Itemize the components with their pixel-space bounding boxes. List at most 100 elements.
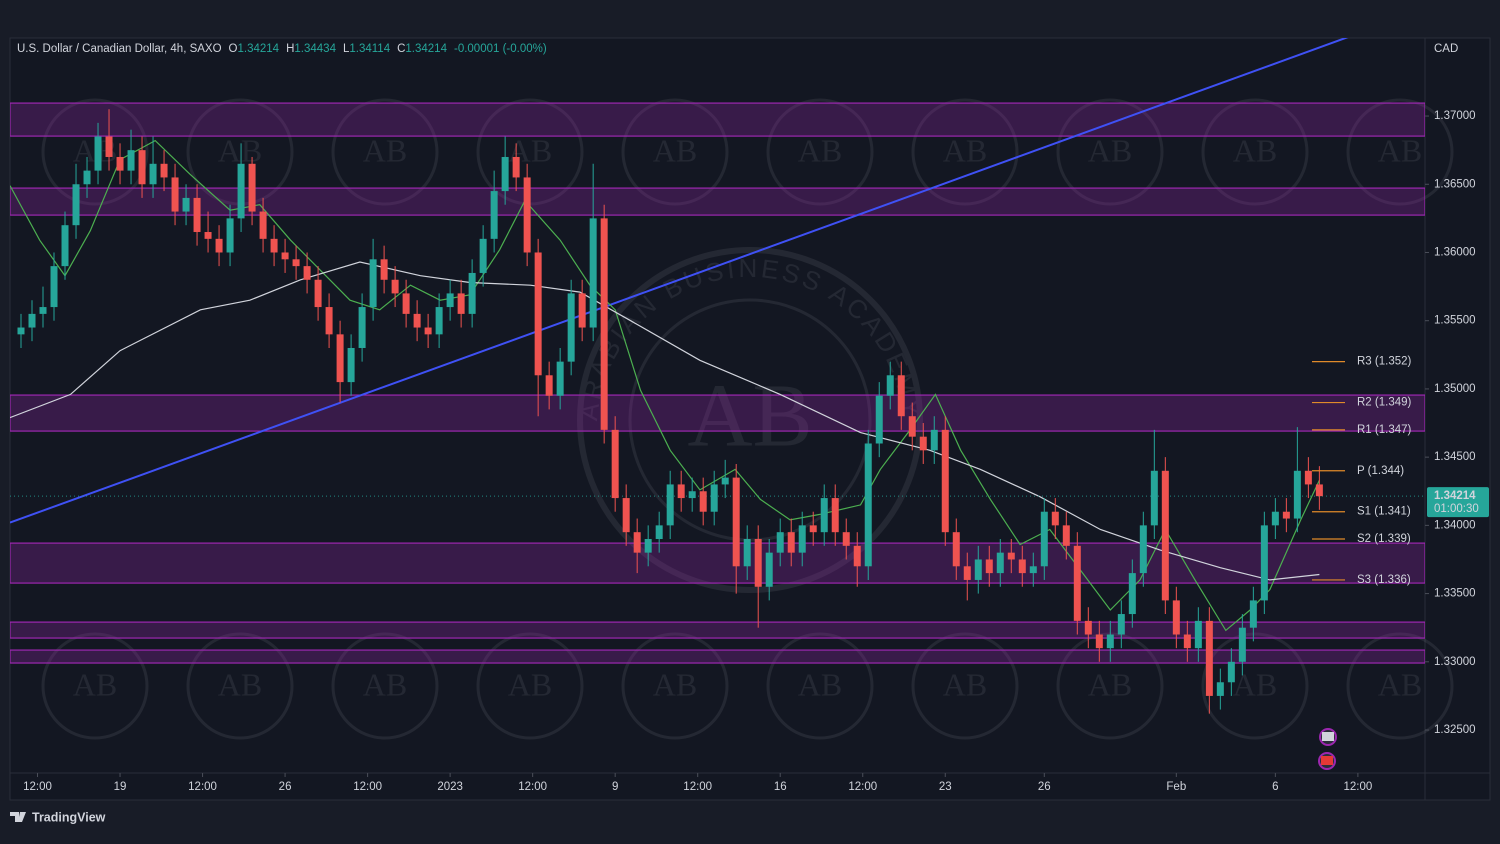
bar-countdown: 01:00:30 <box>1434 503 1479 515</box>
x-tick-label: 12:00 <box>848 781 877 793</box>
y-tick-label: 1.35000 <box>1434 383 1476 395</box>
watermark-badge <box>911 632 1019 740</box>
moving-average <box>10 261 1320 581</box>
candle-body <box>116 156 124 171</box>
candle-body <box>215 238 223 253</box>
candle-body <box>171 177 179 212</box>
watermark-badge <box>621 98 729 206</box>
watermark-badge-logo: AB <box>218 666 262 702</box>
x-tick-label: 26 <box>279 781 292 793</box>
candle-body <box>204 232 212 239</box>
x-tick-label: 16 <box>774 781 787 793</box>
candle-body <box>853 545 861 567</box>
candle-body <box>127 150 135 171</box>
candle-body <box>589 218 597 328</box>
candle-body <box>358 307 366 348</box>
candle-body <box>435 307 443 335</box>
watermark-badge-logo: AB <box>1378 666 1422 702</box>
candle-body <box>1293 470 1301 519</box>
candle-body <box>336 334 344 383</box>
ohlc-key: H <box>286 43 294 55</box>
candle-body <box>952 532 960 567</box>
watermark-badge-logo: AB <box>1233 666 1277 702</box>
candle-body <box>446 293 454 308</box>
x-tick-label: 6 <box>1272 781 1278 793</box>
watermark-badge-logo: AB <box>218 132 262 168</box>
x-tick-label: 19 <box>114 781 127 793</box>
y-axis-unit: CAD <box>1434 43 1458 55</box>
candle-body <box>611 429 619 499</box>
watermark-badge <box>766 632 874 740</box>
candle-body <box>105 136 113 157</box>
x-tick-label: 2023 <box>437 781 463 793</box>
ohlc-key: L <box>343 43 350 55</box>
candle-body <box>1260 525 1268 601</box>
candle-body <box>754 539 762 587</box>
y-tick-label: 1.32500 <box>1434 724 1476 736</box>
watermark-badge-logo: AB <box>798 666 842 702</box>
watermark-badge-logo: AB <box>653 132 697 168</box>
candle-body <box>347 347 355 383</box>
candle-body <box>259 211 267 239</box>
x-tick-label: Feb <box>1166 781 1186 793</box>
candle-body <box>1315 484 1323 497</box>
chart-panel <box>9 37 1491 801</box>
candle-body <box>985 559 993 574</box>
watermark-badge <box>476 632 584 740</box>
candle-body <box>1062 525 1070 546</box>
candle-body <box>94 136 102 171</box>
watermark-ring <box>577 247 923 593</box>
candle-body <box>677 484 685 499</box>
watermark-badge <box>331 98 439 206</box>
x-tick-label: 12:00 <box>23 781 52 793</box>
event-icons <box>1318 728 1337 770</box>
candle-body <box>578 293 586 328</box>
candle-body <box>149 163 157 185</box>
candle-body <box>28 313 36 328</box>
x-tick-label: 12:00 <box>518 781 547 793</box>
candle-body <box>226 218 234 253</box>
candle-body <box>1161 470 1169 601</box>
candle-body <box>732 477 740 567</box>
y-tick-label: 1.33500 <box>1434 588 1476 600</box>
candle-body <box>919 436 927 451</box>
candle-body <box>534 252 542 376</box>
candle-body <box>479 238 487 273</box>
candle-body <box>1018 559 1026 574</box>
candle-body <box>699 491 707 512</box>
candle-body <box>875 395 883 444</box>
candle-body <box>281 252 289 260</box>
watermark-badge-logo: AB <box>798 132 842 168</box>
watermark-badge-logo: AB <box>1233 132 1277 168</box>
watermark-badge-logo: AB <box>363 666 407 702</box>
candle-body <box>666 484 674 526</box>
plot-area <box>10 38 1425 714</box>
watermark-badge <box>1201 632 1309 740</box>
candle-body <box>1095 634 1103 649</box>
candle-body <box>820 498 828 533</box>
candle-body <box>886 375 894 396</box>
candle-body <box>160 163 168 178</box>
watermark-badge-logo: AB <box>508 666 552 702</box>
candle-body <box>1051 511 1059 526</box>
candle-body <box>710 484 718 512</box>
candle-body <box>831 498 839 533</box>
candle-body <box>237 163 245 219</box>
candle-body <box>17 327 25 335</box>
candle-body <box>864 443 872 567</box>
watermark-badge-logo: AB <box>943 132 987 168</box>
watermark-badge-logo: AB <box>653 666 697 702</box>
candle-body <box>138 150 146 185</box>
watermark-badge <box>186 632 294 740</box>
candle-body <box>1084 620 1092 635</box>
watermark-badge-logo: AB <box>363 132 407 168</box>
price-change: -0.00001 (-0.00%) <box>454 43 547 55</box>
zone <box>10 187 1425 216</box>
candle-body <box>1128 573 1136 615</box>
candle-body <box>501 156 509 192</box>
candle-body <box>270 238 278 253</box>
candle-body <box>622 498 630 533</box>
candle-body <box>512 156 520 178</box>
